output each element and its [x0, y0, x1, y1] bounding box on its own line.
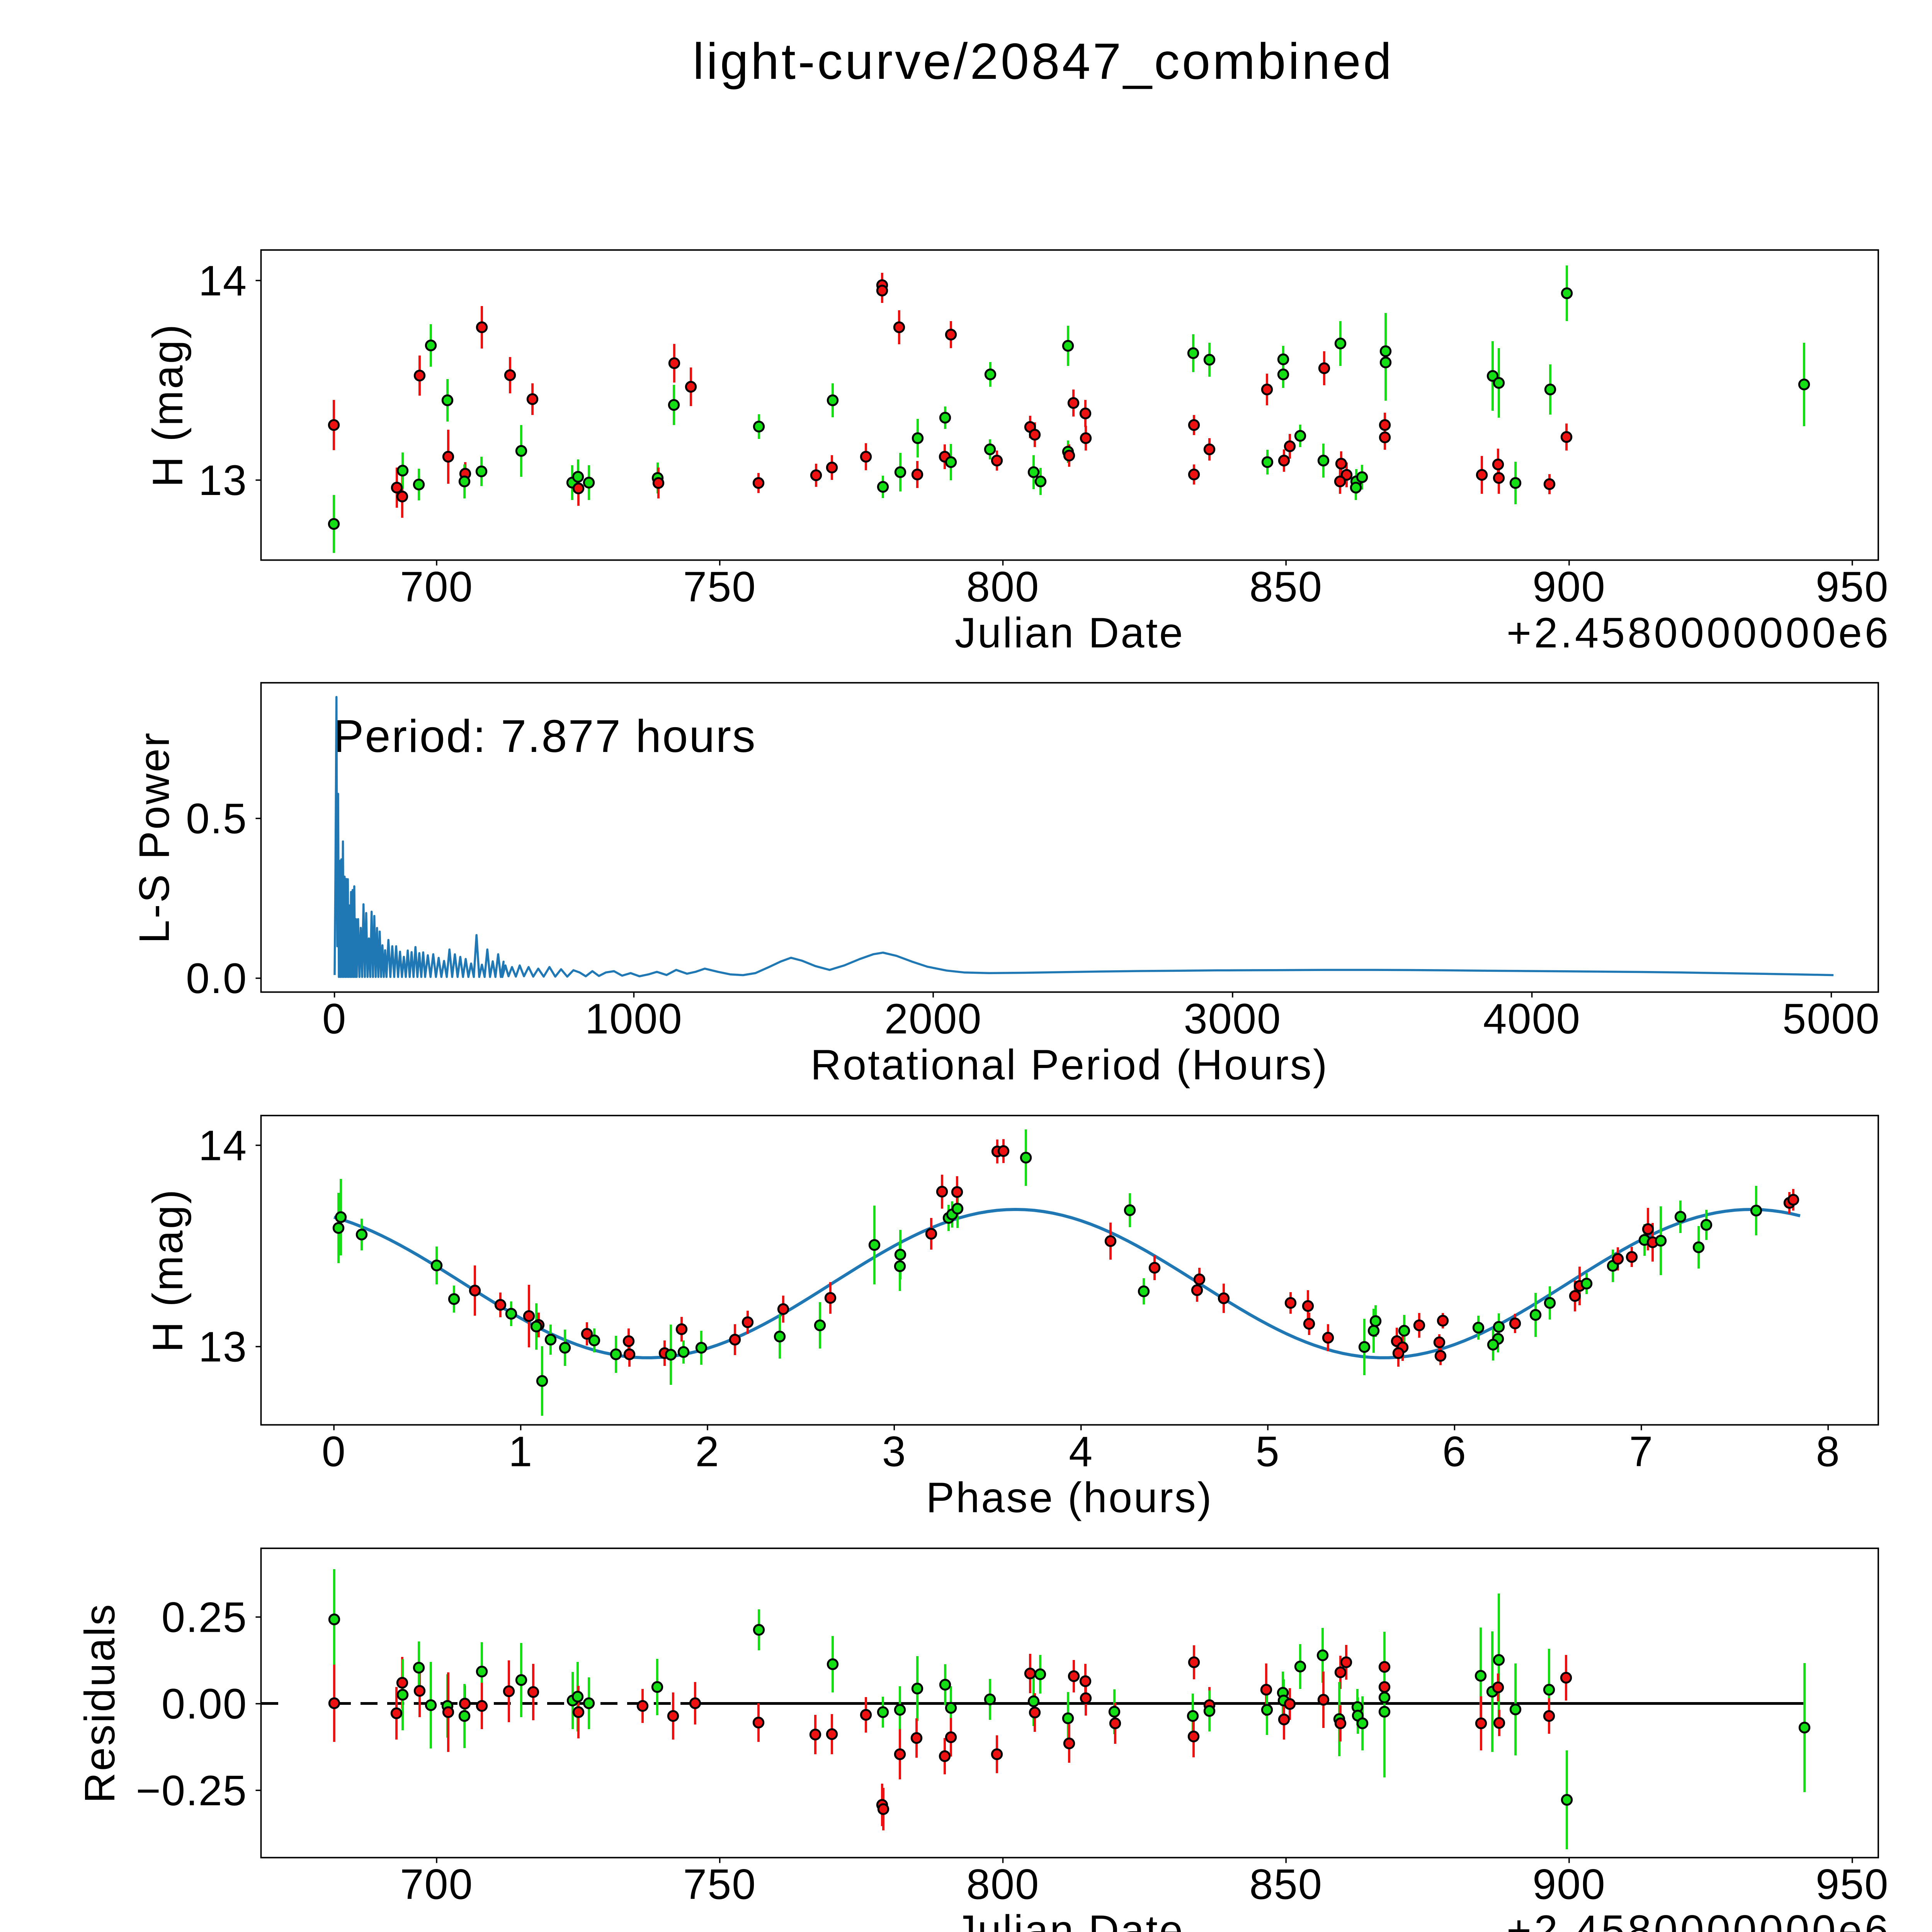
svg-text:L-S Power: L-S Power — [131, 731, 178, 944]
svg-text:Julian Date: Julian Date — [955, 1907, 1184, 1932]
svg-text:3000: 3000 — [1184, 995, 1282, 1043]
svg-text:900: 900 — [1532, 1861, 1606, 1908]
svg-text:−0.25: −0.25 — [136, 1767, 247, 1815]
svg-text:light-curve/20847_combined: light-curve/20847_combined — [693, 33, 1394, 90]
svg-text:Residuals: Residuals — [76, 1603, 124, 1803]
svg-text:800: 800 — [966, 1861, 1040, 1908]
svg-text:5000: 5000 — [1782, 995, 1880, 1043]
svg-text:3: 3 — [882, 1428, 906, 1476]
svg-text:14: 14 — [199, 257, 247, 305]
svg-text:8: 8 — [1816, 1428, 1840, 1476]
svg-text:4000: 4000 — [1483, 995, 1581, 1043]
svg-text:0.0: 0.0 — [186, 955, 247, 1002]
svg-text:2000: 2000 — [884, 995, 982, 1043]
svg-text:7: 7 — [1629, 1428, 1653, 1476]
svg-text:950: 950 — [1816, 563, 1889, 611]
svg-text:0: 0 — [322, 995, 347, 1043]
svg-text:Rotational Period (Hours): Rotational Period (Hours) — [810, 1041, 1328, 1089]
svg-text:0.00: 0.00 — [162, 1680, 247, 1728]
svg-text:850: 850 — [1249, 1861, 1323, 1908]
svg-text:H (mag): H (mag) — [144, 323, 192, 487]
svg-text:950: 950 — [1816, 1861, 1889, 1908]
svg-text:0.25: 0.25 — [162, 1594, 247, 1641]
svg-text:Phase (hours): Phase (hours) — [926, 1474, 1213, 1522]
svg-text:5: 5 — [1256, 1428, 1280, 1476]
svg-text:700: 700 — [400, 563, 473, 611]
svg-text:13: 13 — [199, 457, 247, 504]
svg-text:0.5: 0.5 — [186, 795, 247, 843]
svg-text:0: 0 — [322, 1428, 346, 1476]
svg-text:800: 800 — [966, 563, 1040, 611]
svg-text:1000: 1000 — [585, 995, 683, 1043]
svg-text:750: 750 — [683, 1861, 757, 1908]
svg-text:Period: 7.877 hours: Period: 7.877 hours — [333, 711, 757, 762]
svg-text:1: 1 — [509, 1428, 533, 1476]
svg-text:750: 750 — [683, 563, 757, 611]
svg-text:2: 2 — [695, 1428, 719, 1476]
svg-text:14: 14 — [199, 1122, 247, 1170]
svg-text:H (mag): H (mag) — [144, 1188, 192, 1352]
svg-text:Julian Date: Julian Date — [955, 609, 1184, 657]
svg-text:4: 4 — [1069, 1428, 1093, 1476]
svg-text:700: 700 — [400, 1861, 473, 1908]
svg-text:6: 6 — [1442, 1428, 1467, 1476]
svg-text:850: 850 — [1249, 563, 1323, 611]
svg-text:13: 13 — [199, 1323, 247, 1371]
svg-text:900: 900 — [1532, 563, 1606, 611]
svg-text:+2.4580000000e6: +2.4580000000e6 — [1507, 1907, 1891, 1932]
svg-text:+2.4580000000e6: +2.4580000000e6 — [1507, 609, 1891, 657]
